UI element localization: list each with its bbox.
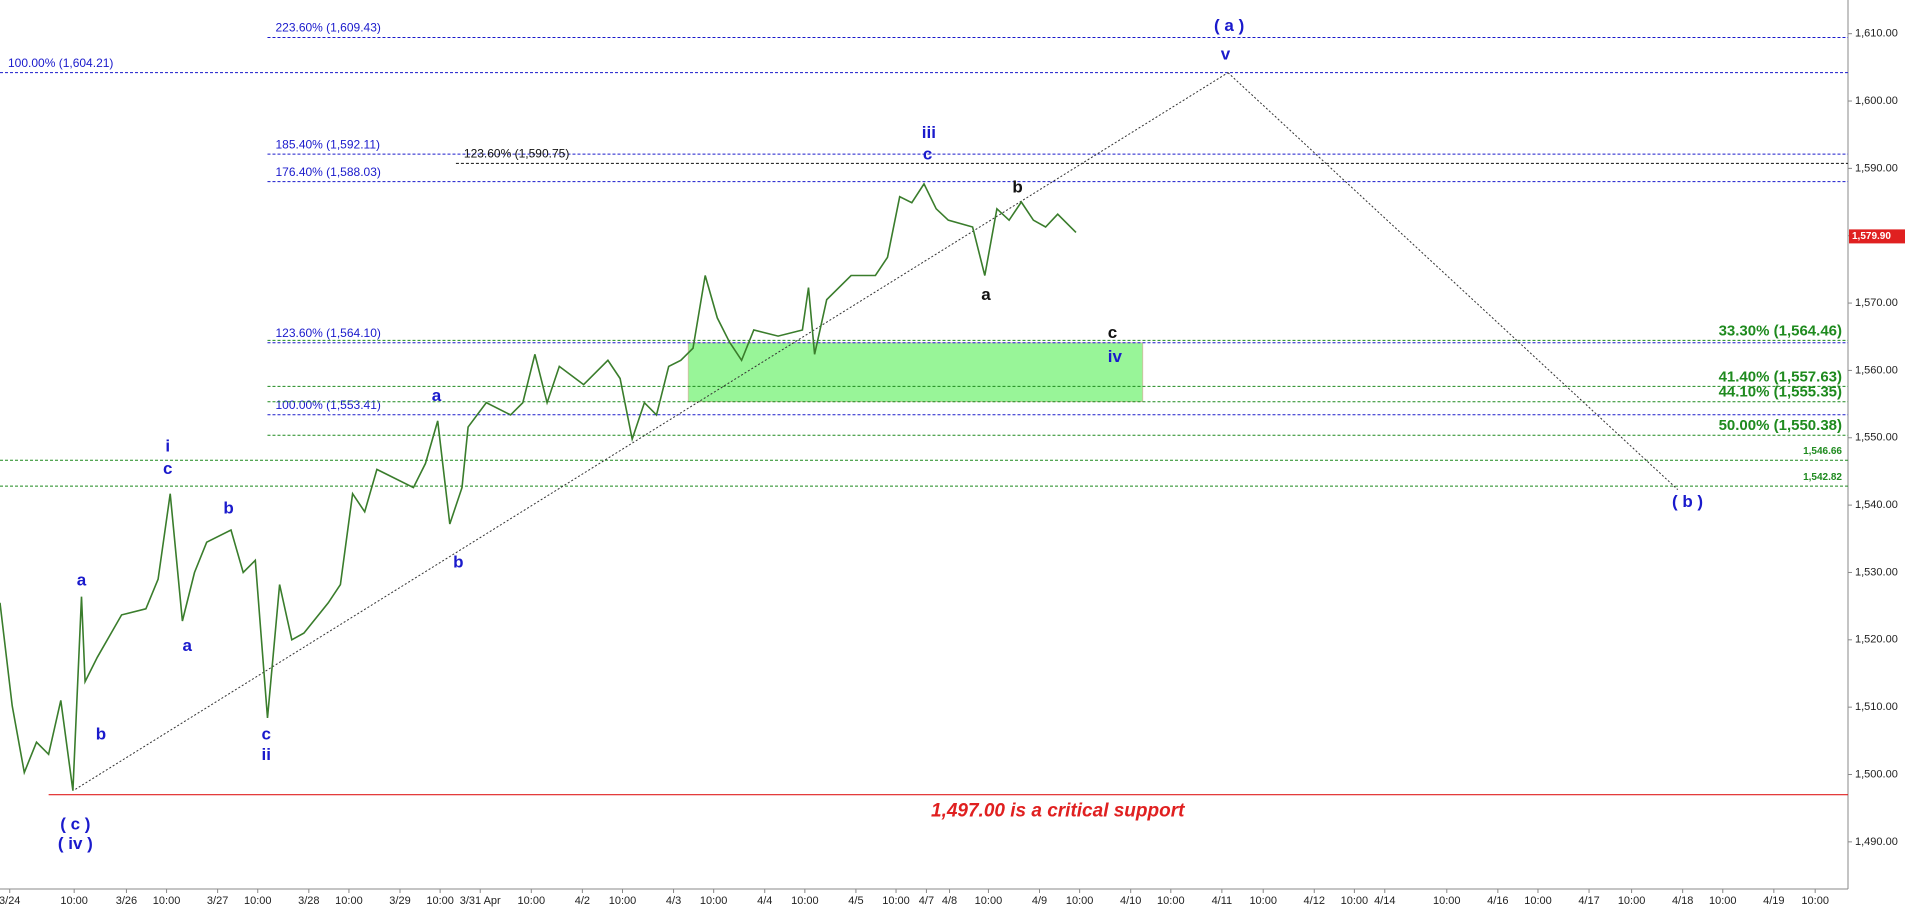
wave-label: c: [1108, 323, 1117, 342]
x-tick-label: 4/3: [666, 895, 681, 907]
x-tick-label: 10:00: [60, 895, 88, 907]
x-tick-label: 4/18: [1672, 895, 1693, 907]
x-tick-label: 4/10: [1120, 895, 1141, 907]
x-tick-label: 10:00: [1524, 895, 1552, 907]
fib-label: 44.10% (1,555.35): [1719, 384, 1842, 401]
x-tick-label: 10:00: [1066, 895, 1094, 907]
x-tick-label: 4/12: [1304, 895, 1325, 907]
wave-label: iv: [1108, 347, 1123, 366]
x-tick-label: 4/16: [1487, 895, 1508, 907]
wave-label: b: [1012, 177, 1022, 196]
fib-label: 123.60% (1,564.10): [275, 326, 380, 340]
x-tick-label: 4/9: [1032, 895, 1047, 907]
wave-label: c: [163, 459, 172, 478]
wave-label: a: [182, 636, 192, 655]
wave-label: iii: [922, 123, 936, 142]
fib-label: 123.60% (1,590.75): [464, 146, 569, 160]
x-tick-label: 10:00: [335, 895, 363, 907]
x-tick-label: 10:00: [1157, 895, 1185, 907]
x-tick-label: 10:00: [882, 895, 910, 907]
y-tick-label: 1,520.00: [1855, 634, 1898, 646]
y-tick-label: 1,490.00: [1855, 836, 1898, 848]
x-tick-label: 10:00: [244, 895, 272, 907]
x-tick-label: 3/28: [298, 895, 319, 907]
wave-label: ( a ): [1214, 16, 1244, 35]
x-tick-label: 3/29: [389, 895, 410, 907]
fib-label: 41.40% (1,557.63): [1719, 368, 1842, 385]
x-tick-label: 4/14: [1374, 895, 1395, 907]
y-tick-label: 1,600.00: [1855, 95, 1898, 107]
y-tick-label: 1,570.00: [1855, 297, 1898, 309]
trendline: [75, 72, 1229, 790]
x-tick-label: 4/17: [1578, 895, 1599, 907]
wave-label: ( c ): [60, 815, 90, 834]
fib-label: 185.40% (1,592.11): [275, 137, 380, 151]
wave-label: a: [981, 285, 991, 304]
y-tick-label: 1,500.00: [1855, 768, 1898, 780]
wave-label: i: [165, 437, 170, 456]
wave-label: a: [77, 571, 87, 590]
x-tick-label: 10:00: [975, 895, 1003, 907]
x-tick-label: 10:00: [1801, 895, 1829, 907]
wave-label: ( iv ): [58, 834, 93, 853]
x-tick-label: 10:00: [1618, 895, 1646, 907]
x-tick-label: 3/24: [0, 895, 20, 907]
x-tick-label: 10:00: [1433, 895, 1461, 907]
wave-label: b: [453, 553, 463, 572]
price-line: [0, 182, 1077, 791]
x-tick-label: 10:00: [700, 895, 728, 907]
y-tick-label: 1,590.00: [1855, 162, 1898, 174]
y-tick-label: 1,530.00: [1855, 566, 1898, 578]
wave-label: b: [223, 499, 233, 518]
support-label: 1,497.00 is a critical support: [931, 801, 1185, 822]
x-tick-label: 4/19: [1763, 895, 1784, 907]
fib-label: 50.00% (1,550.38): [1719, 417, 1842, 434]
x-tick-label: 4/7: [919, 895, 934, 907]
x-tick-label: 3/27: [207, 895, 228, 907]
wave-label: c: [923, 144, 932, 163]
y-tick-label: 1,610.00: [1855, 28, 1898, 40]
y-tick-label: 1,540.00: [1855, 499, 1898, 511]
x-tick-label: 10:00: [609, 895, 637, 907]
x-tick-label: 4/2: [575, 895, 590, 907]
x-tick-label: 10:00: [518, 895, 546, 907]
x-tick-label: 10:00: [426, 895, 454, 907]
wave-label: b: [96, 724, 106, 743]
fib-label: 223.60% (1,609.43): [275, 21, 380, 35]
x-tick-label: 10:00: [791, 895, 819, 907]
wave-label: a: [432, 386, 442, 405]
y-tick-label: 1,550.00: [1855, 432, 1898, 444]
x-tick-label: 3/26: [116, 895, 137, 907]
fib-label: 1,546.66: [1803, 446, 1842, 457]
y-tick-label: 1,510.00: [1855, 701, 1898, 713]
trendline: [1227, 72, 1679, 490]
fib-label: 176.40% (1,588.03): [275, 165, 380, 179]
x-tick-label: 10:00: [1341, 895, 1369, 907]
x-tick-label: 4/5: [848, 895, 863, 907]
fib-label: 33.30% (1,564.46): [1719, 322, 1842, 339]
fib-label: 100.00% (1,553.41): [275, 398, 380, 412]
x-tick-label: 4/11: [1212, 895, 1233, 907]
wave-label: c: [262, 724, 271, 743]
last-price-label: 1,579.90: [1852, 231, 1891, 242]
x-tick-label: 4/4: [757, 895, 772, 907]
wave-label: ii: [262, 745, 271, 764]
fib-label: 1,542.82: [1803, 472, 1842, 483]
x-tick-label: 3/31 Apr: [460, 895, 501, 907]
x-tick-label: 10:00: [153, 895, 181, 907]
x-tick-label: 10:00: [1709, 895, 1737, 907]
x-tick-label: 10:00: [1249, 895, 1277, 907]
fib-label: 100.00% (1,604.21): [8, 56, 113, 70]
last-price-tag: [1849, 229, 1905, 244]
x-tick-label: 4/8: [942, 895, 957, 907]
wave-label: ( b ): [1672, 492, 1703, 511]
y-tick-label: 1,560.00: [1855, 364, 1898, 376]
wave-label: v: [1221, 45, 1231, 64]
fib-zone: [687, 342, 1144, 403]
